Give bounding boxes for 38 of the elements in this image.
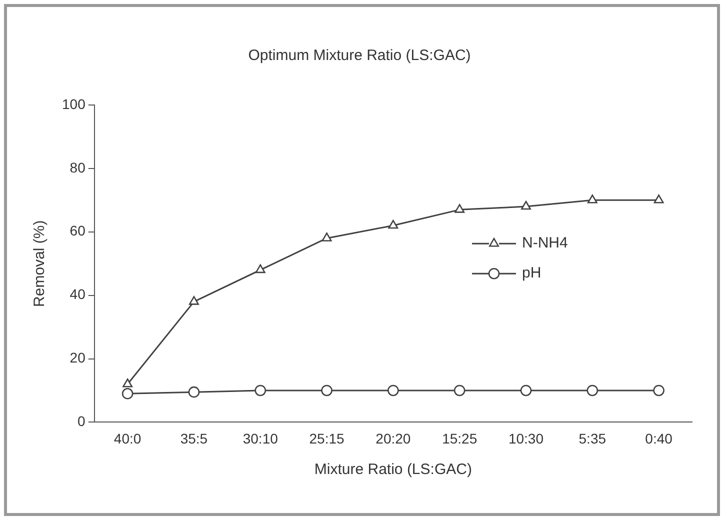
point bbox=[653, 384, 664, 396]
point bbox=[520, 384, 532, 396]
point bbox=[188, 296, 199, 305]
x-tick-label: 5:35 bbox=[578, 430, 606, 446]
x-axis-title: Mixture Ratio (LS:GAC) bbox=[314, 461, 472, 478]
point bbox=[122, 378, 133, 388]
point bbox=[188, 386, 200, 398]
point bbox=[521, 200, 531, 210]
x-tick-label: 30:10 bbox=[242, 430, 278, 446]
x-tick-label: 20:20 bbox=[376, 430, 411, 446]
x-tick-label: 0:40 bbox=[645, 430, 673, 446]
y-tick-label: 40 bbox=[70, 286, 86, 302]
y-tick-label: 0 bbox=[78, 413, 86, 430]
y-axis-title: Removal (%) bbox=[31, 220, 48, 307]
point bbox=[587, 194, 598, 204]
point bbox=[454, 384, 466, 396]
y-tick-label: 100 bbox=[62, 96, 86, 112]
point bbox=[321, 384, 332, 396]
point bbox=[122, 388, 134, 400]
point bbox=[454, 204, 465, 213]
point bbox=[586, 384, 598, 396]
point bbox=[322, 232, 332, 242]
point bbox=[654, 194, 664, 204]
x-tick-label: 15:25 bbox=[442, 430, 478, 446]
point bbox=[388, 384, 399, 396]
y-tick-label: 20 bbox=[70, 350, 86, 366]
x-tick-label: 40:0 bbox=[114, 430, 142, 446]
legend-label: pH bbox=[522, 264, 542, 282]
point bbox=[388, 220, 398, 229]
point bbox=[255, 264, 266, 274]
y-tick-label: 80 bbox=[70, 159, 86, 176]
legend-label: N-NH4 bbox=[522, 234, 568, 252]
y-tick-label: 60 bbox=[70, 222, 86, 239]
x-tick-label: 10:30 bbox=[508, 430, 544, 446]
point bbox=[254, 384, 266, 396]
x-tick-label: 35:5 bbox=[180, 430, 208, 446]
x-tick-label: 25:15 bbox=[309, 430, 344, 446]
chart-title: Optimum Mixture Ratio (LS:GAC) bbox=[248, 47, 471, 64]
